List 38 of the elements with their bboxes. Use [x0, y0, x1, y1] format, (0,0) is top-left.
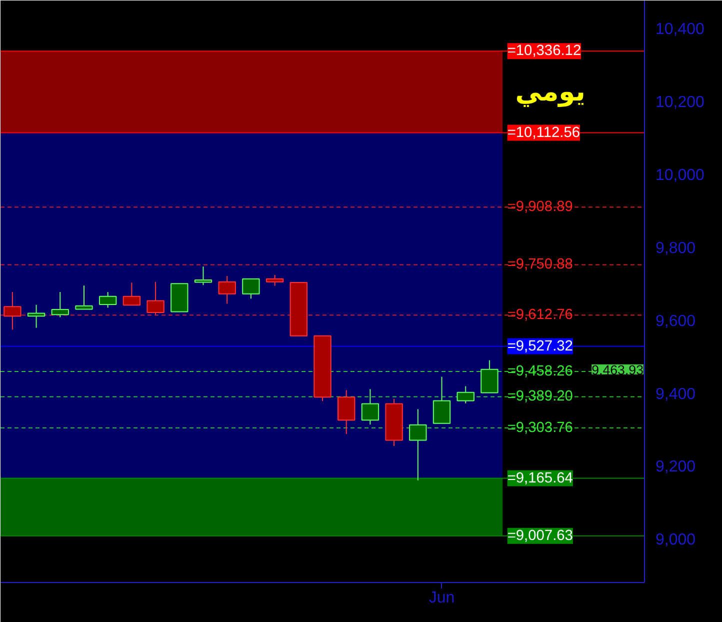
y-tick-label: 9,000 — [656, 532, 696, 549]
candlestick — [27, 304, 46, 328]
ref-line-label: =9,750.88 — [507, 256, 573, 273]
candlestick — [432, 376, 451, 424]
ref-line-label: =9,458.26 — [507, 364, 573, 380]
candlestick — [146, 281, 164, 316]
candlestick — [218, 275, 236, 304]
candlestick — [122, 282, 141, 306]
ref-line-label: =10,112.56 — [507, 124, 580, 141]
candlestick — [266, 274, 284, 286]
text: يومي — [515, 76, 586, 108]
annotation: 9,463.93 — [592, 362, 644, 378]
ref-line-label: =9,527.32 — [507, 338, 573, 354]
y-tick-label: 9,400 — [656, 386, 696, 403]
ref-line-label: =9,908.89 — [507, 199, 573, 216]
ref-line-label: =9,389.20 — [507, 388, 573, 405]
y-tick-label: 10,400 — [656, 20, 705, 38]
y-tick-label: 10,000 — [656, 166, 705, 184]
candlestick — [51, 292, 69, 318]
candlestick — [242, 278, 260, 300]
ref-line-label: =9,612.76 — [507, 307, 573, 324]
ref-line-label: =9,165.64 — [507, 470, 573, 486]
y-tick-label: 9,800 — [656, 240, 696, 257]
candlestick — [456, 386, 474, 404]
ref-line-label: =9,303.76 — [507, 420, 573, 436]
y-tick-label: 10,200 — [656, 94, 705, 111]
y-tick-label: 9,200 — [656, 458, 696, 476]
candlestick — [361, 388, 380, 426]
x-tick-label: Jun — [428, 590, 455, 606]
candlestick — [480, 360, 498, 394]
candlestick — [4, 292, 22, 330]
candlestick — [98, 292, 117, 308]
candlestick — [75, 284, 93, 310]
y-tick-label: 9,600 — [656, 312, 696, 330]
candlestick — [194, 266, 212, 286]
ref-line-label: =9,007.63 — [507, 528, 573, 544]
ref-line-label: =10,336.12 — [507, 43, 582, 60]
candlestick — [338, 390, 356, 434]
